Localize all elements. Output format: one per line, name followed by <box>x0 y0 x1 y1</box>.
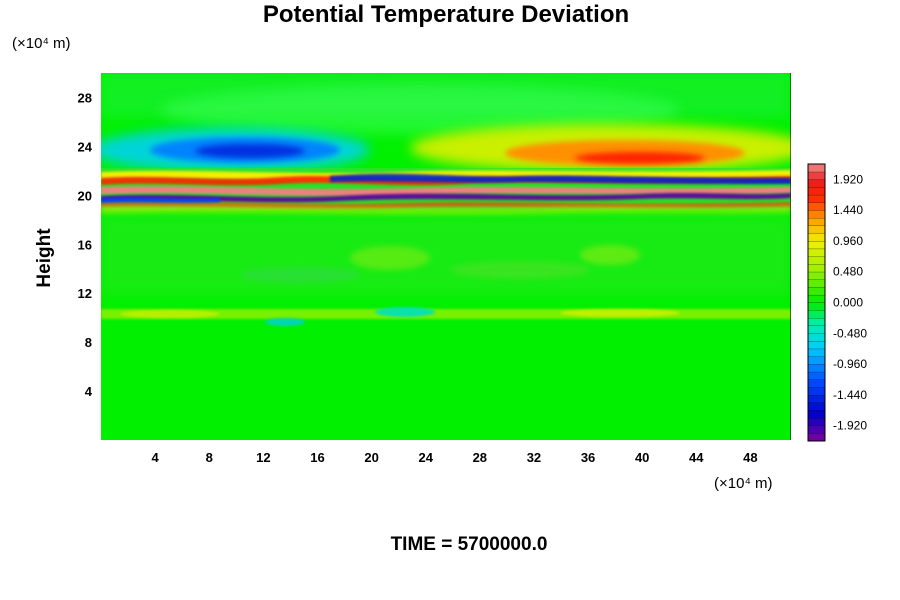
x-tick-label: 4 <box>152 450 160 465</box>
x-tick-label: 36 <box>581 450 595 465</box>
plot-area <box>101 73 791 440</box>
x-tick-label: 16 <box>310 450 324 465</box>
colorbar-segment <box>807 387 826 396</box>
wave-band-yellow-lower <box>101 206 791 214</box>
y-tick-label: 24 <box>78 139 93 154</box>
x-tick-label: 24 <box>418 450 433 465</box>
colorbar-segment <box>807 233 826 242</box>
low-layer-yellow-2 <box>560 309 680 317</box>
y-axis-unit: (×10⁴ m) <box>12 35 71 52</box>
x-tick-label: 32 <box>527 450 541 465</box>
wave-band-blue-upper <box>330 173 791 184</box>
colorbar-segment <box>807 286 826 296</box>
warm-anomaly-core <box>575 152 705 164</box>
wave-band-purple <box>101 193 791 203</box>
colorbar-segment <box>807 340 826 350</box>
y-tick-label: 28 <box>78 90 92 105</box>
colorbar-label: -0.960 <box>833 357 867 371</box>
colorbar-segment <box>807 163 826 173</box>
cold-anomaly-core <box>195 144 305 158</box>
colorbar-labels: 1.920 1.440 0.960 0.480 0.000 -0.480 -0.960 -1.… <box>833 172 867 432</box>
colorbar-segment <box>807 202 826 211</box>
colorbar-label: 0.960 <box>833 234 863 248</box>
colorbar-segment <box>807 425 826 434</box>
y-tick-label: 8 <box>85 335 92 350</box>
colorbar-segment <box>807 194 826 203</box>
colorbar-segment <box>807 256 826 265</box>
time-footer: TIME = 5700000.0 <box>391 534 548 555</box>
wave-band-blue-lower <box>101 197 220 203</box>
colorbar-segment <box>807 225 826 234</box>
x-tick-label: 40 <box>635 450 649 465</box>
x-tick-label: 8 <box>206 450 213 465</box>
low-layer-cyan-2 <box>265 318 305 326</box>
colorbar-segment <box>807 210 826 219</box>
chart-title: Potential Temperature Deviation <box>263 1 629 28</box>
colorbar-label: 0.000 <box>833 296 863 310</box>
colorbar-segment <box>807 348 826 357</box>
colorbar-segment <box>807 217 826 226</box>
colorbar-segment <box>807 248 826 257</box>
x-tick-label: 44 <box>689 450 704 465</box>
colorbar-segment <box>807 417 826 427</box>
colorbar-segment <box>807 271 826 280</box>
colorbar-label: -0.480 <box>833 326 867 340</box>
y-tick-labels: 4 8 12 16 20 24 28 <box>78 90 93 399</box>
y-tick-label: 16 <box>78 237 92 252</box>
y-tick-label: 20 <box>78 188 92 203</box>
colorbar-label: -1.440 <box>833 388 867 402</box>
colorbar-segment <box>807 240 826 250</box>
colorbar-label: 1.440 <box>833 203 863 217</box>
y-tick-label: 12 <box>78 286 92 301</box>
colorbar-segment <box>807 186 826 196</box>
x-axis-unit: (×10⁴ m) <box>714 475 773 492</box>
colorbar-segment <box>807 263 826 273</box>
low-layer-yellow <box>101 309 791 319</box>
colorbar-segment <box>807 294 826 303</box>
colorbar-segment <box>807 302 826 311</box>
low-layer-cyan <box>375 307 435 317</box>
colorbar-segment <box>807 371 826 380</box>
mid-layer <box>101 215 791 295</box>
colorbar-segment <box>807 279 826 288</box>
x-tick-label: 28 <box>473 450 487 465</box>
colorbar-segment <box>807 363 826 373</box>
colorbar-segment <box>807 433 826 442</box>
colorbar-segment <box>807 179 826 188</box>
wave-band-red-lower <box>101 201 791 209</box>
upper-green-wash <box>160 85 680 135</box>
colorbar-label: 1.920 <box>833 172 863 186</box>
colorbar-segment <box>807 356 826 365</box>
y-tick-label: 4 <box>85 384 93 399</box>
x-tick-label: 20 <box>364 450 378 465</box>
colorbar-frame <box>807 163 826 442</box>
colorbar-segment <box>807 402 826 411</box>
colorbar <box>807 163 826 442</box>
low-layer-yellow-3 <box>120 310 220 318</box>
x-tick-label: 48 <box>743 450 757 465</box>
y-axis-title: Height <box>34 228 55 288</box>
colorbar-segment <box>807 394 826 403</box>
colorbar-segment <box>807 310 826 319</box>
colorbar-label: -1.920 <box>833 419 867 433</box>
colorbar-segment <box>807 171 826 180</box>
x-tick-labels: 4 8 12 16 20 24 28 32 36 40 44 48 <box>152 450 758 465</box>
x-tick-label: 12 <box>256 450 270 465</box>
colorbar-segment <box>807 325 826 334</box>
colorbar-label: 0.480 <box>833 265 863 279</box>
wave-band-pink <box>101 186 791 197</box>
colorbar-segment <box>807 379 826 388</box>
colorbar-segment <box>807 333 826 342</box>
colorbar-segment <box>807 410 826 419</box>
colorbar-segment <box>807 317 826 327</box>
